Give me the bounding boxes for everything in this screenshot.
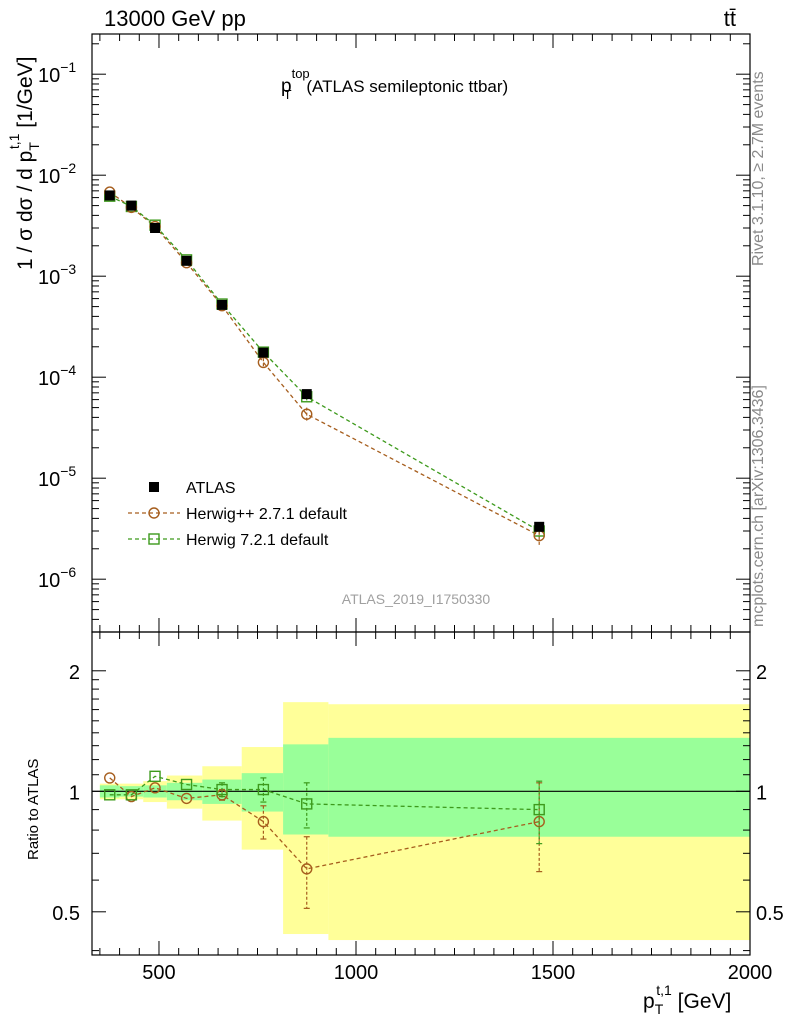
- main-series-points: [104, 186, 545, 547]
- ratio-panel: 0.5 0.5 1 1 2 2 500 1000 1500 2000 Ratio to ATLA…: [25, 631, 784, 1017]
- data-point-herwigpp: [257, 815, 270, 828]
- data-point-herwigpp: [180, 792, 193, 805]
- series-line: [109, 195, 540, 532]
- x-tick-label: 1500: [531, 962, 576, 984]
- data-point-herwig7: [104, 789, 116, 801]
- legend-label: Herwig 7.2.1 default: [186, 532, 329, 549]
- data-point-herwig7: [125, 789, 138, 801]
- main-title: ptop T (ATLAS semileptonic ttbar): [281, 66, 508, 102]
- y-tick-label: 10−4: [38, 362, 76, 390]
- data-point-atlas: [126, 200, 137, 211]
- y-tick-label: 10−3: [38, 261, 76, 289]
- series-line: [109, 191, 540, 537]
- ratio-series-lines: [109, 775, 540, 870]
- ratio-y-axis-label: Ratio to ATLAS: [25, 759, 42, 860]
- main-y-tick-labels: 10−6 10−5 10−4 10−3 10−2 10−1: [38, 59, 76, 592]
- rivet-label: Rivet 3.1.10, ≥ 2.7M events: [750, 71, 767, 266]
- ratio-uncertainty-bands: [99, 702, 750, 941]
- y-tick-label: 10−1: [38, 59, 76, 87]
- main-y-axis-label: 1 / σ dσ / d pTt,1 [1/GeV]: [6, 56, 42, 270]
- source-label: mcplots.cern.ch [arXiv:1306.3436]: [750, 385, 767, 627]
- data-point-herwigpp: [301, 863, 313, 875]
- data-point-herwig7: [148, 533, 160, 545]
- data-point-atlas: [301, 389, 312, 400]
- main-panel: 10−6 10−5 10−4 10−3 10−2 10−1 ptop T (ATLAS se…: [6, 33, 751, 633]
- x-axis-label: pTt,1 [GeV]: [643, 982, 731, 1017]
- ratio-y-tick-label-right: 0.5: [756, 903, 784, 925]
- data-point-herwigpp: [149, 782, 161, 794]
- main-axis-ticks: [92, 34, 751, 633]
- data-point-atlas: [149, 482, 159, 492]
- energy-label: 13000 GeV pp: [104, 6, 246, 31]
- data-point-herwig7: [257, 783, 270, 796]
- ratio-frame: [91, 631, 751, 956]
- data-point-atlas: [150, 223, 161, 234]
- ratio-plot-area: [91, 631, 751, 956]
- ratio-y-tick-labels: 0.5 0.5 1 1 2 2: [52, 662, 784, 925]
- data-point-herwigpp: [301, 408, 313, 420]
- x-tick-labels: 500 1000 1500 2000: [142, 962, 772, 984]
- main-series-lines: [109, 191, 540, 537]
- ratio-y-tick-label-left: 2: [69, 662, 80, 684]
- ratio-y-tick-label-left: 1: [69, 782, 80, 804]
- data-point-herwig7: [216, 783, 228, 796]
- data-point-herwig7: [533, 803, 545, 816]
- analysis-watermark: ATLAS_2019_I1750330: [342, 591, 491, 607]
- band-inner-bin: [283, 744, 329, 835]
- data-point-atlas: [104, 190, 115, 201]
- ratio-series-line: [109, 777, 540, 870]
- data-point-herwig7: [180, 778, 193, 791]
- process-label: tt̄: [724, 6, 736, 31]
- data-point-herwigpp: [104, 772, 116, 784]
- data-point-herwig7: [149, 770, 161, 783]
- x-tick-label: 2000: [728, 962, 773, 984]
- data-point-atlas: [217, 299, 228, 310]
- data-point-atlas: [258, 347, 269, 358]
- legend-label: ATLAS: [186, 480, 236, 497]
- band-inner-bin: [241, 773, 284, 812]
- y-tick-label: 10−5: [38, 463, 76, 491]
- data-point-herwigpp: [148, 507, 160, 519]
- x-tick-label: 1000: [334, 962, 379, 984]
- ratio-axis-ticks: [92, 632, 751, 955]
- data-point-atlas: [181, 255, 192, 266]
- data-point-atlas: [534, 521, 545, 532]
- y-tick-label: 10−2: [38, 160, 76, 188]
- data-point-herwig7: [301, 798, 313, 810]
- ratio-series-line: [109, 775, 540, 811]
- y-tick-label: 10−6: [38, 564, 76, 592]
- legend-label: Herwig++ 2.7.1 default: [186, 506, 348, 523]
- ratio-y-tick-label-right: 2: [756, 662, 767, 684]
- legend: ATLAS Herwig++ 2.7.1 default Herwig 7.2.1 …: [128, 480, 348, 549]
- ratio-y-tick-label-left: 0.5: [52, 903, 80, 925]
- ratio-series-points: [104, 770, 545, 909]
- x-tick-label: 500: [142, 962, 175, 984]
- ratio-y-tick-label-right: 1: [756, 782, 767, 804]
